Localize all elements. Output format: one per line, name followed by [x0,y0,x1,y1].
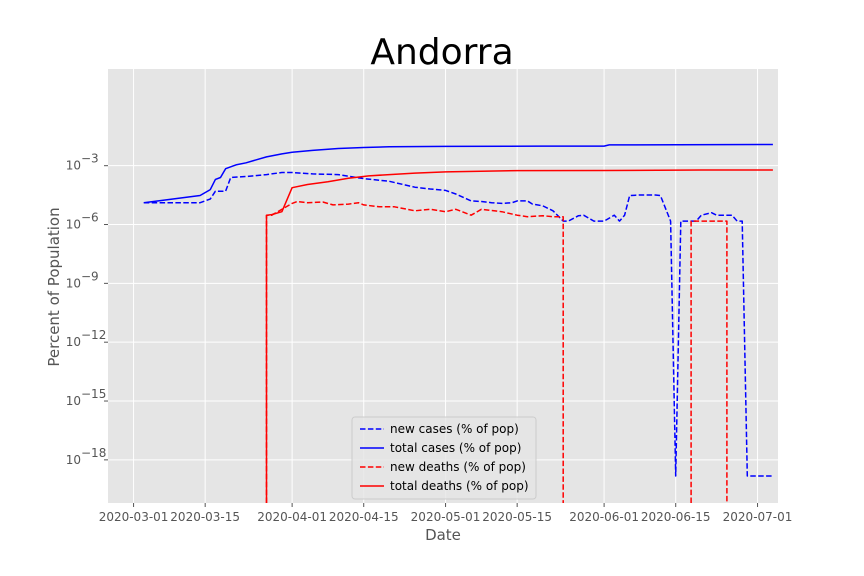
x-tick-label-2: 2020-04-01 [257,510,327,524]
legend-box [351,416,537,500]
legend-label-2: new deaths (% of pop) [390,460,526,474]
y-tick-exponent-5: −18 [81,446,106,460]
x-tick-label-3: 2020-04-15 [329,510,399,524]
x-tick-label-1: 2020-03-15 [170,510,240,524]
legend: new cases (% of pop) total cases (% of po… [351,416,537,500]
x-tick-label-8: 2020-07-01 [723,510,793,524]
series-layer [143,143,773,503]
y-tick-exponent-3: −12 [81,328,106,342]
y-tick-exponent-1: −6 [81,211,99,225]
y-tick-label-4: 10 [66,394,81,408]
x-tick-label-6: 2020-06-01 [569,510,639,524]
series-line-new-cases-of-pop-0 [143,171,773,477]
x-tick-label-0: 2020-03-01 [99,510,169,524]
series-line-new-deaths-of-pop-3 [690,220,728,503]
series-line-new-deaths-of-pop-2 [265,200,564,503]
y-tick-label-3: 10 [66,335,81,349]
y-axis-label: Percent of Population [45,207,63,366]
x-tick-label-5: 2020-05-15 [482,510,552,524]
chart-title: Andorra [370,32,513,73]
y-tick-exponent-2: −9 [81,269,99,283]
y-tick-label-0: 10 [66,159,81,173]
legend-label-0: new cases (% of pop) [390,422,519,436]
x-tick-label-7: 2020-06-15 [641,510,711,524]
y-tick-exponent-4: −15 [81,387,106,401]
series-line-total-cases-of-pop-1 [143,143,773,204]
x-axis-label: Date [425,526,461,544]
y-tick-exponent-0: −3 [81,152,99,166]
y-tick-label-5: 10 [66,453,81,467]
series-line-total-deaths-of-pop-4 [265,169,773,503]
x-axis: 2020-03-01 2020-03-15 2020-04-01 2020-04-15… [99,503,793,524]
legend-label-3: total deaths (% of pop) [390,479,529,493]
x-tick-label-4: 2020-05-01 [411,510,481,524]
y-tick-label-2: 10 [66,276,81,290]
legend-label-1: total cases (% of pop) [390,441,521,455]
y-tick-label-1: 10 [66,218,81,232]
grid [108,69,778,503]
